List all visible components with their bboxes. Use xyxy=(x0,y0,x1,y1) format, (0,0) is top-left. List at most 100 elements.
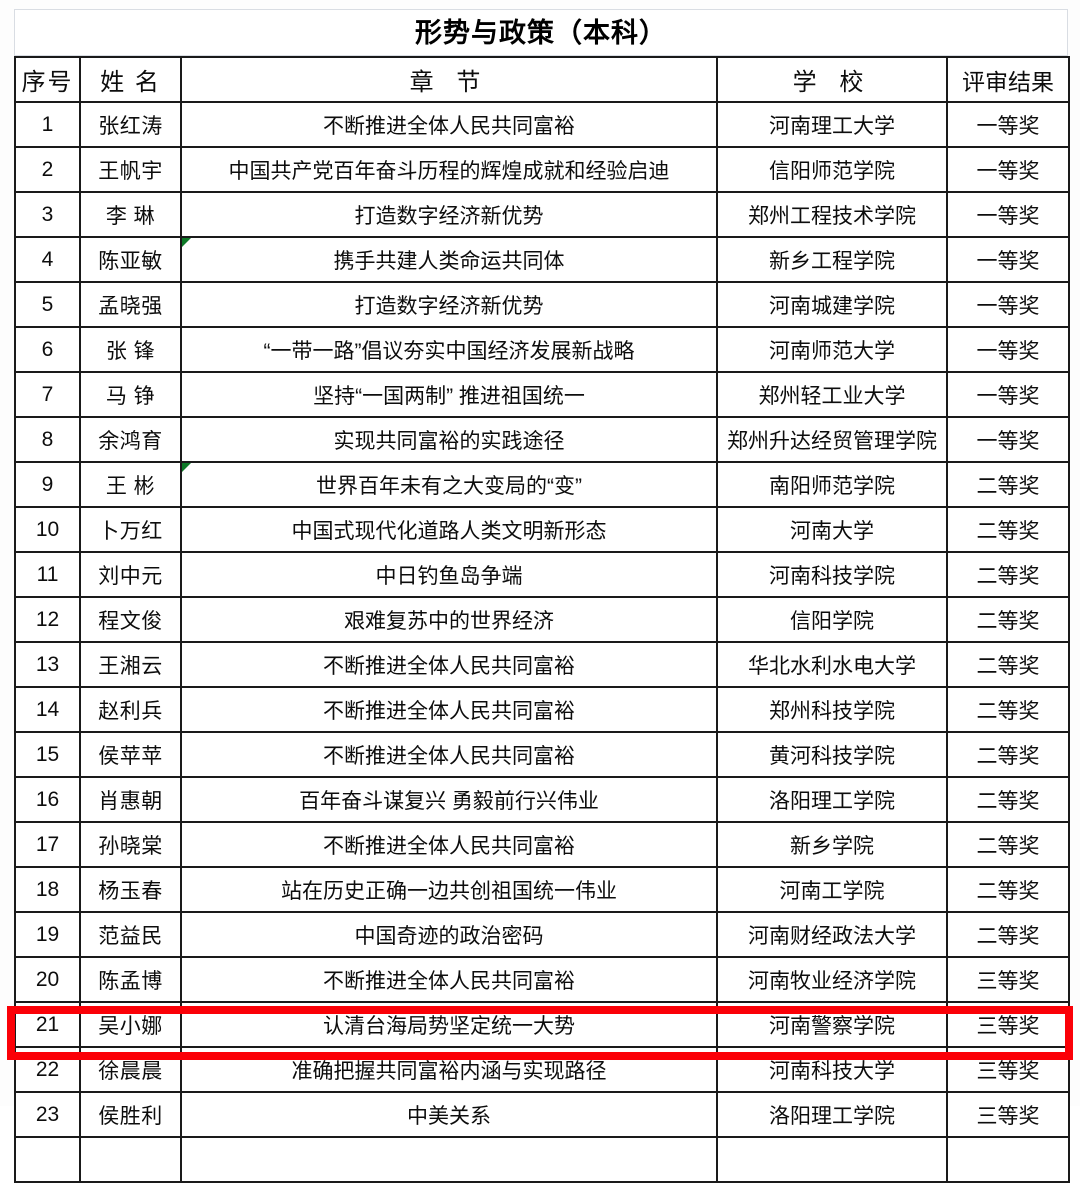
cell-chapter[interactable]: 打造数字经济新优势 xyxy=(180,281,718,328)
cell-chapter[interactable]: 不断推进全体人民共同富裕 xyxy=(180,101,718,148)
cell-chapter[interactable]: 艰难复苏中的世界经济 xyxy=(180,596,718,643)
table-row[interactable]: 8 余鸿育 实现共同富裕的实践途径 郑州升达经贸管理学院 一等奖 xyxy=(14,416,1070,463)
cell-school[interactable]: 河南财经政法大学 xyxy=(716,911,948,958)
cell-award[interactable]: 二等奖 xyxy=(946,506,1070,553)
table-row[interactable]: 11 刘中元 中日钓鱼岛争端 河南科技学院 二等奖 xyxy=(14,551,1070,598)
cell-award[interactable]: 二等奖 xyxy=(946,461,1070,508)
cell-name[interactable]: 赵利兵 xyxy=(79,686,182,733)
cell-chapter[interactable]: 不断推进全体人民共同富裕 xyxy=(180,821,718,868)
cell-name[interactable]: 孙晓棠 xyxy=(79,821,182,868)
cell-no[interactable]: 21 xyxy=(14,1001,81,1048)
cell-school[interactable]: 河南牧业经济学院 xyxy=(716,956,948,1003)
cell-name[interactable]: 王帆宇 xyxy=(79,146,182,193)
table-row[interactable]: 10 卜万红 中国式现代化道路人类文明新形态 河南大学 二等奖 xyxy=(14,506,1070,553)
cell-name[interactable]: 程文俊 xyxy=(79,596,182,643)
cell-school[interactable]: 河南大学 xyxy=(716,506,948,553)
cell-school[interactable]: 新乡学院 xyxy=(716,821,948,868)
cell-name[interactable]: 肖惠朝 xyxy=(79,776,182,823)
cell-name[interactable]: 刘中元 xyxy=(79,551,182,598)
table-row[interactable]: 13 王湘云 不断推进全体人民共同富裕 华北水利水电大学 二等奖 xyxy=(14,641,1070,688)
cell-chapter[interactable]: 携手共建人类命运共同体 xyxy=(180,236,718,283)
cell-school[interactable]: 河南城建学院 xyxy=(716,281,948,328)
cell-chapter[interactable]: 不断推进全体人民共同富裕 xyxy=(180,956,718,1003)
cell-chapter[interactable]: 实现共同富裕的实践途径 xyxy=(180,416,718,463)
cell-no[interactable]: 3 xyxy=(14,191,81,238)
cell-chapter[interactable]: 站在历史正确一边共创祖国统一伟业 xyxy=(180,866,718,913)
cell-award[interactable]: 二等奖 xyxy=(946,911,1070,958)
cell-no[interactable]: 4 xyxy=(14,236,81,283)
cell-school[interactable]: 洛阳理工学院 xyxy=(716,1091,948,1138)
cell-name[interactable]: 李 琳 xyxy=(79,191,182,238)
cell-chapter[interactable]: 准确把握共同富裕内涵与实现路径 xyxy=(180,1046,718,1093)
cell-name[interactable]: 王 彬 xyxy=(79,461,182,508)
cell-chapter[interactable] xyxy=(180,1136,718,1183)
cell-chapter[interactable]: 中国共产党百年奋斗历程的辉煌成就和经验启迪 xyxy=(180,146,718,193)
cell-chapter[interactable]: 中美关系 xyxy=(180,1091,718,1138)
cell-award[interactable]: 二等奖 xyxy=(946,686,1070,733)
cell-name[interactable]: 陈孟博 xyxy=(79,956,182,1003)
cell-award[interactable]: 二等奖 xyxy=(946,641,1070,688)
table-row[interactable]: 2 王帆宇 中国共产党百年奋斗历程的辉煌成就和经验启迪 信阳师范学院 一等奖 xyxy=(14,146,1070,193)
cell-name[interactable]: 卜万红 xyxy=(79,506,182,553)
cell-chapter[interactable]: 百年奋斗谋复兴 勇毅前行兴伟业 xyxy=(180,776,718,823)
cell-school[interactable]: 河南警察学院 xyxy=(716,1001,948,1048)
cell-no[interactable]: 1 xyxy=(14,101,81,148)
table-row[interactable]: 23 侯胜利 中美关系 洛阳理工学院 三等奖 xyxy=(14,1091,1070,1138)
cell-no[interactable]: 2 xyxy=(14,146,81,193)
cell-school[interactable]: 洛阳理工学院 xyxy=(716,776,948,823)
cell-no[interactable]: 8 xyxy=(14,416,81,463)
cell-school[interactable]: 河南工学院 xyxy=(716,866,948,913)
cell-no[interactable]: 9 xyxy=(14,461,81,508)
cell-award[interactable]: 一等奖 xyxy=(946,416,1070,463)
cell-award[interactable]: 一等奖 xyxy=(946,326,1070,373)
cell-award[interactable]: 二等奖 xyxy=(946,731,1070,778)
cell-award[interactable]: 一等奖 xyxy=(946,281,1070,328)
table-row[interactable]: 21 吴小娜 认清台海局势坚定统一大势 河南警察学院 三等奖 xyxy=(14,1001,1070,1048)
cell-no[interactable]: 5 xyxy=(14,281,81,328)
cell-no[interactable]: 17 xyxy=(14,821,81,868)
table-row[interactable] xyxy=(14,1136,1070,1183)
cell-school[interactable]: 河南师范大学 xyxy=(716,326,948,373)
cell-school[interactable]: 河南科技学院 xyxy=(716,551,948,598)
cell-award[interactable]: 一等奖 xyxy=(946,236,1070,283)
cell-name[interactable]: 陈亚敏 xyxy=(79,236,182,283)
cell-name[interactable]: 侯苹苹 xyxy=(79,731,182,778)
cell-chapter[interactable]: 中国式现代化道路人类文明新形态 xyxy=(180,506,718,553)
cell-award[interactable]: 三等奖 xyxy=(946,1091,1070,1138)
table-row[interactable]: 4 陈亚敏 携手共建人类命运共同体 新乡工程学院 一等奖 xyxy=(14,236,1070,283)
cell-award[interactable]: 三等奖 xyxy=(946,956,1070,1003)
cell-school[interactable]: 信阳师范学院 xyxy=(716,146,948,193)
cell-chapter[interactable]: 打造数字经济新优势 xyxy=(180,191,718,238)
cell-no[interactable]: 6 xyxy=(14,326,81,373)
cell-name[interactable]: 张红涛 xyxy=(79,101,182,148)
cell-school[interactable]: 郑州升达经贸管理学院 xyxy=(716,416,948,463)
cell-no[interactable]: 7 xyxy=(14,371,81,418)
cell-no[interactable]: 11 xyxy=(14,551,81,598)
cell-award[interactable]: 二等奖 xyxy=(946,821,1070,868)
table-row-highlighted[interactable]: 22 徐晨晨 准确把握共同富裕内涵与实现路径 河南科技大学 三等奖 xyxy=(14,1046,1070,1093)
cell-no[interactable]: 23 xyxy=(14,1091,81,1138)
cell-school[interactable]: 郑州科技学院 xyxy=(716,686,948,733)
cell-chapter[interactable]: 坚持“一国两制” 推进祖国统一 xyxy=(180,371,718,418)
cell-chapter[interactable]: 世界百年未有之大变局的“变” xyxy=(180,461,718,508)
cell-chapter[interactable]: “一带一路”倡议夯实中国经济发展新战略 xyxy=(180,326,718,373)
table-row[interactable]: 5 孟晓强 打造数字经济新优势 河南城建学院 一等奖 xyxy=(14,281,1070,328)
cell-name[interactable]: 张 锋 xyxy=(79,326,182,373)
cell-name[interactable]: 孟晓强 xyxy=(79,281,182,328)
table-row[interactable]: 12 程文俊 艰难复苏中的世界经济 信阳学院 二等奖 xyxy=(14,596,1070,643)
cell-school[interactable]: 黄河科技学院 xyxy=(716,731,948,778)
table-row[interactable]: 1 张红涛 不断推进全体人民共同富裕 河南理工大学 一等奖 xyxy=(14,101,1070,148)
cell-no[interactable]: 10 xyxy=(14,506,81,553)
cell-chapter[interactable]: 不断推进全体人民共同富裕 xyxy=(180,686,718,733)
cell-school[interactable]: 信阳学院 xyxy=(716,596,948,643)
cell-school[interactable]: 南阳师范学院 xyxy=(716,461,948,508)
cell-award[interactable]: 一等奖 xyxy=(946,191,1070,238)
cell-award[interactable]: 三等奖 xyxy=(946,1046,1070,1093)
table-row[interactable]: 14 赵利兵 不断推进全体人民共同富裕 郑州科技学院 二等奖 xyxy=(14,686,1070,733)
cell-name[interactable]: 范益民 xyxy=(79,911,182,958)
cell-no[interactable]: 18 xyxy=(14,866,81,913)
cell-award[interactable] xyxy=(946,1136,1070,1183)
cell-chapter[interactable]: 不断推进全体人民共同富裕 xyxy=(180,641,718,688)
